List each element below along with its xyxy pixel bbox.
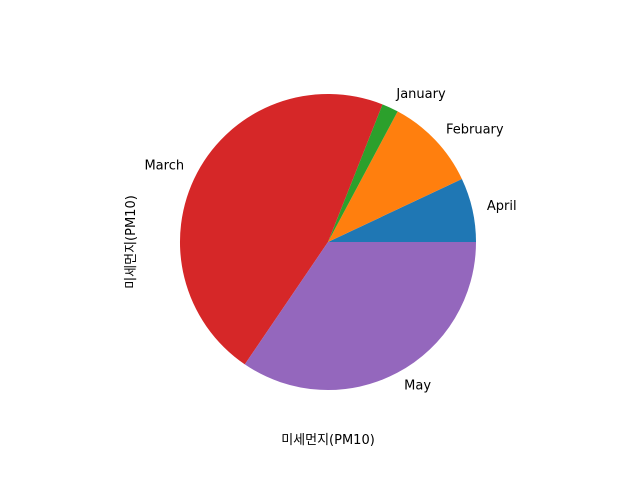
pie-label-february: February xyxy=(446,122,504,137)
pie-label-march: March xyxy=(144,158,184,173)
pie-label-january: January xyxy=(395,87,446,102)
pie-slice-april xyxy=(328,178,476,242)
pie-slice-march xyxy=(179,93,383,365)
x-axis-label: 미세먼지(PM10) xyxy=(281,433,375,448)
pie-slice-january xyxy=(328,104,398,242)
pie-slices xyxy=(179,93,476,391)
pie-labels: April February January March May xyxy=(144,87,516,394)
pie-label-april: April xyxy=(487,199,517,214)
pie-slice-may xyxy=(244,242,476,391)
pie-label-may: May xyxy=(404,378,431,393)
pie-slice-february xyxy=(328,111,462,242)
y-axis-label: 미세먼지(PM10) xyxy=(124,195,139,289)
